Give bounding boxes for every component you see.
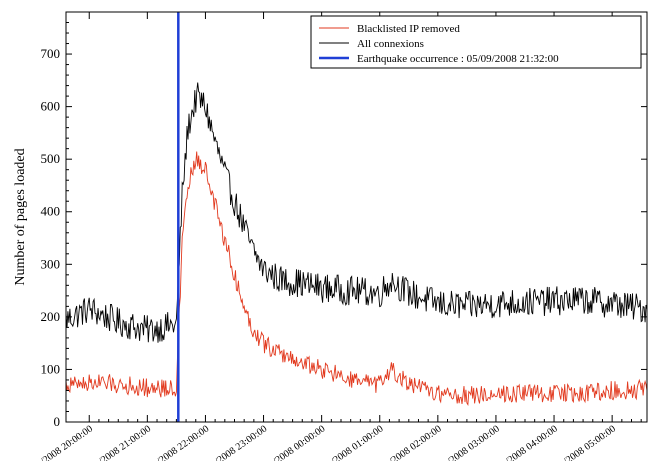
legend-box — [310, 15, 642, 69]
y-tick-label: 200 — [41, 309, 61, 324]
legend-label-earthquake: Earthquake occurrence : 05/09/2008 21:32… — [357, 53, 559, 65]
x-tick-label: /2008 05:00:00 — [562, 423, 618, 461]
x-tick-label: /2008 23:00:00 — [213, 423, 269, 461]
y-tick-label: 100 — [41, 361, 61, 376]
x-tick-label: /2008 01:00:00 — [329, 423, 385, 461]
y-tick-label: 0 — [54, 414, 61, 429]
legend-label-all-connexions: All connexions — [357, 38, 424, 50]
x-tick-label: /2008 02:00:00 — [387, 423, 443, 461]
y-tick-label: 500 — [41, 151, 61, 166]
series-line-all-connexions — [65, 82, 648, 343]
x-tick-label: /2008 20:00:00 — [39, 423, 95, 461]
x-tick-label: /2008 04:00:00 — [504, 423, 560, 461]
x-tick-label: /2008 00:00:00 — [271, 423, 327, 461]
plot-frame — [65, 11, 648, 423]
y-tick-label: 600 — [41, 99, 61, 114]
x-tick-label: /2008 21:00:00 — [97, 423, 153, 461]
y-tick-label: 400 — [41, 204, 61, 219]
y-axis-label: Number of pages loaded — [13, 148, 28, 285]
legend-label-blacklisted: Blacklisted IP removed — [357, 23, 460, 35]
y-tick-label: 700 — [41, 46, 61, 61]
x-tick-label: /2008 03:00:00 — [446, 423, 502, 461]
y-tick-label: 300 — [41, 256, 61, 271]
y-axis-ticks: 0 100 200 300 400 500 600 700 — [41, 11, 647, 429]
legend: Blacklisted IP removed All connexions Ea… — [310, 15, 642, 69]
series-layer — [65, 82, 648, 407]
x-tick-label: /2008 22:00:00 — [155, 423, 211, 461]
series-line-blacklisted-ip-removed — [65, 151, 648, 407]
